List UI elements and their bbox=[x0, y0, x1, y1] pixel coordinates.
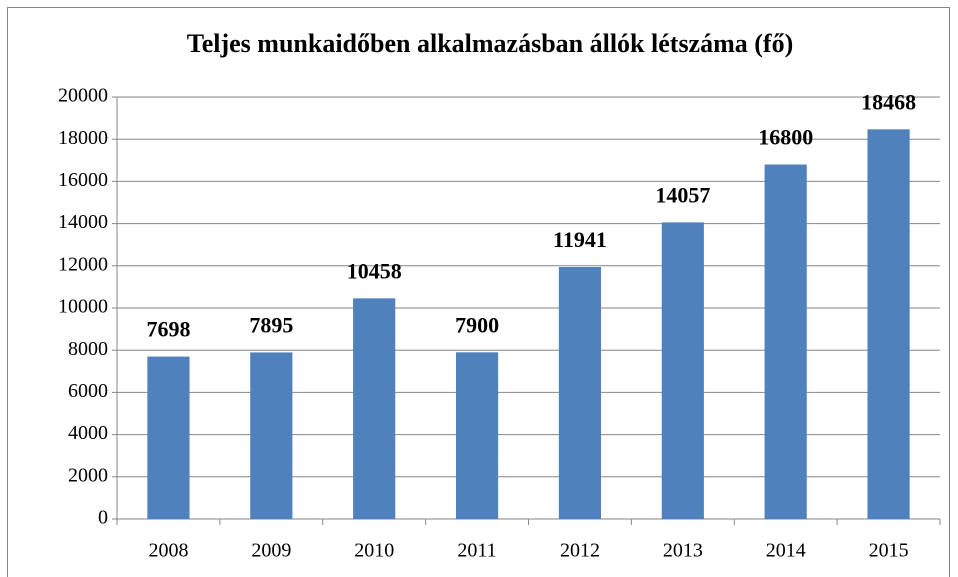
x-tick-label: 2010 bbox=[354, 540, 394, 562]
bar bbox=[661, 222, 704, 520]
y-tick-label: 6000 bbox=[68, 380, 108, 402]
data-label: 7900 bbox=[455, 312, 499, 337]
y-tick-label: 10000 bbox=[58, 296, 108, 318]
y-tick-label: 4000 bbox=[68, 422, 108, 444]
bar bbox=[147, 356, 190, 519]
bar bbox=[353, 298, 396, 519]
y-tick-label: 2000 bbox=[68, 464, 108, 486]
x-tick-label: 2013 bbox=[663, 540, 703, 562]
y-tick-label: 20000 bbox=[58, 85, 108, 107]
y-tick-label: 8000 bbox=[68, 338, 108, 360]
data-label: 7895 bbox=[249, 312, 293, 337]
data-label: 16800 bbox=[758, 125, 813, 150]
data-label: 14057 bbox=[655, 182, 710, 207]
bar bbox=[764, 164, 807, 519]
bar bbox=[455, 352, 499, 519]
x-tick-label: 2014 bbox=[766, 540, 806, 562]
y-tick-label: 18000 bbox=[58, 127, 108, 149]
x-tick-label: 2012 bbox=[560, 540, 600, 562]
x-tick-label: 2009 bbox=[251, 540, 291, 562]
bar bbox=[558, 267, 602, 519]
data-label: 7698 bbox=[146, 317, 190, 342]
bar bbox=[867, 129, 910, 519]
data-label: 11941 bbox=[553, 227, 607, 252]
bar bbox=[250, 352, 293, 519]
y-tick-label: 16000 bbox=[58, 169, 108, 191]
y-tick-label: 14000 bbox=[58, 211, 108, 233]
x-tick-label: 2015 bbox=[869, 540, 909, 562]
y-tick-label: 0 bbox=[98, 507, 108, 529]
data-label: 10458 bbox=[347, 258, 402, 283]
y-tick-label: 12000 bbox=[58, 253, 108, 275]
chart-title: Teljes munkaidőben alkalmazásban állók l… bbox=[187, 29, 793, 58]
x-tick-label: 2008 bbox=[148, 540, 188, 562]
x-tick-label: 2011 bbox=[457, 540, 496, 562]
data-label: 18468 bbox=[861, 89, 916, 114]
